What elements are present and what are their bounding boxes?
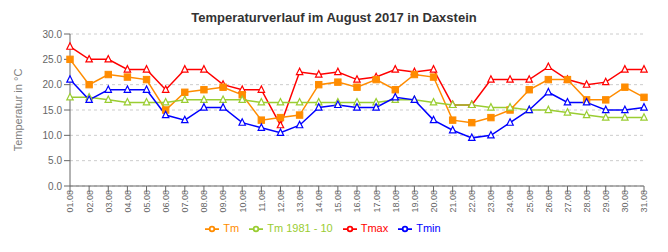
- svg-text:18.08: 18.08: [391, 190, 401, 213]
- svg-text:31.08: 31.08: [639, 190, 649, 213]
- svg-text:Temperatur in °C: Temperatur in °C: [12, 69, 24, 152]
- html-text:Tmin: Tmin: [416, 222, 441, 234]
- svg-text:17.08: 17.08: [372, 190, 382, 213]
- svg-text:03.08: 03.08: [104, 190, 114, 213]
- svg-text:30.08: 30.08: [620, 190, 630, 213]
- html-text:Tm: Tm: [223, 222, 240, 234]
- svg-text:26.08: 26.08: [544, 190, 554, 213]
- svg-text:29.08: 29.08: [601, 190, 611, 213]
- svg-text:22.08: 22.08: [467, 190, 477, 213]
- svg-text:19.08: 19.08: [410, 190, 420, 213]
- html-text:Tmax: Tmax: [360, 222, 389, 234]
- svg-text:02.08: 02.08: [85, 190, 95, 213]
- html-text:Temperaturverlauf im August 20: Temperaturverlauf im August 2017 in Daxs…: [191, 10, 477, 25]
- svg-text:01.08: 01.08: [65, 190, 75, 213]
- svg-text:16.08: 16.08: [352, 190, 362, 213]
- svg-text:05.08: 05.08: [142, 190, 152, 213]
- svg-text:23.08: 23.08: [486, 190, 496, 213]
- svg-text:06.08: 06.08: [161, 190, 171, 213]
- svg-text:12.08: 12.08: [276, 190, 286, 213]
- svg-text:27.08: 27.08: [563, 190, 573, 213]
- svg-text:20.08: 20.08: [429, 190, 439, 213]
- svg-text:10.08: 10.08: [238, 190, 248, 213]
- svg-text:04.08: 04.08: [123, 190, 133, 213]
- svg-text:15.08: 15.08: [333, 190, 343, 213]
- svg-text:13.08: 13.08: [295, 190, 305, 213]
- svg-text:15.0: 15.0: [43, 105, 63, 116]
- svg-text:20.0: 20.0: [43, 79, 63, 90]
- svg-text:25.08: 25.08: [525, 190, 535, 213]
- svg-text:28.08: 28.08: [582, 190, 592, 213]
- svg-text:08.08: 08.08: [199, 190, 209, 213]
- svg-text:25.0: 25.0: [43, 54, 63, 65]
- svg-text:5.0: 5.0: [48, 155, 62, 166]
- svg-text:30.0: 30.0: [43, 29, 63, 40]
- svg-text:09.08: 09.08: [218, 190, 228, 213]
- svg-text:21.08: 21.08: [448, 190, 458, 213]
- svg-text:14.08: 14.08: [314, 190, 324, 213]
- svg-text:07.08: 07.08: [180, 190, 190, 213]
- svg-text:11.08: 11.08: [257, 190, 267, 212]
- svg-text:24.08: 24.08: [505, 190, 515, 213]
- svg-text:10.0: 10.0: [43, 130, 63, 141]
- svg-text:0.0: 0.0: [48, 181, 62, 192]
- html-text:Tm 1981 - 10: Tm 1981 - 10: [267, 222, 333, 234]
